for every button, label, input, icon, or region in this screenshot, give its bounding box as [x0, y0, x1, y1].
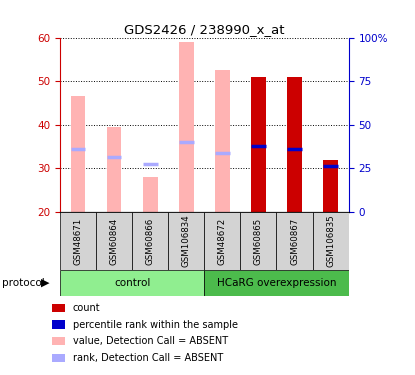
- Text: protocol: protocol: [2, 278, 45, 288]
- Bar: [143, 177, 158, 212]
- Bar: [215, 70, 229, 212]
- Bar: [52, 321, 65, 329]
- Bar: [168, 212, 204, 270]
- Bar: [204, 270, 349, 296]
- Bar: [251, 77, 266, 212]
- Text: count: count: [73, 303, 100, 313]
- Text: HCaRG overexpression: HCaRG overexpression: [217, 278, 336, 288]
- Text: GSM48671: GSM48671: [74, 217, 83, 265]
- Text: rank, Detection Call = ABSENT: rank, Detection Call = ABSENT: [73, 353, 223, 363]
- Bar: [52, 304, 65, 312]
- Bar: [60, 270, 204, 296]
- Bar: [240, 212, 276, 270]
- Bar: [71, 96, 85, 212]
- Bar: [52, 354, 65, 362]
- Bar: [312, 212, 349, 270]
- Bar: [96, 212, 132, 270]
- Text: GSM60865: GSM60865: [254, 217, 263, 265]
- Bar: [132, 212, 168, 270]
- Bar: [287, 77, 302, 212]
- Text: GSM60866: GSM60866: [146, 217, 155, 265]
- Bar: [204, 212, 240, 270]
- Text: percentile rank within the sample: percentile rank within the sample: [73, 320, 238, 330]
- Text: value, Detection Call = ABSENT: value, Detection Call = ABSENT: [73, 336, 228, 346]
- Text: GSM60864: GSM60864: [110, 217, 119, 265]
- Text: GSM60867: GSM60867: [290, 217, 299, 265]
- Text: GSM106834: GSM106834: [182, 214, 191, 267]
- Bar: [179, 42, 193, 212]
- Bar: [323, 160, 338, 212]
- Text: ▶: ▶: [41, 278, 49, 288]
- Bar: [52, 337, 65, 345]
- Bar: [276, 212, 312, 270]
- Bar: [107, 127, 122, 212]
- Bar: [60, 212, 96, 270]
- Title: GDS2426 / 238990_x_at: GDS2426 / 238990_x_at: [124, 23, 285, 36]
- Text: control: control: [114, 278, 151, 288]
- Text: GSM106835: GSM106835: [326, 214, 335, 267]
- Text: GSM48672: GSM48672: [218, 217, 227, 265]
